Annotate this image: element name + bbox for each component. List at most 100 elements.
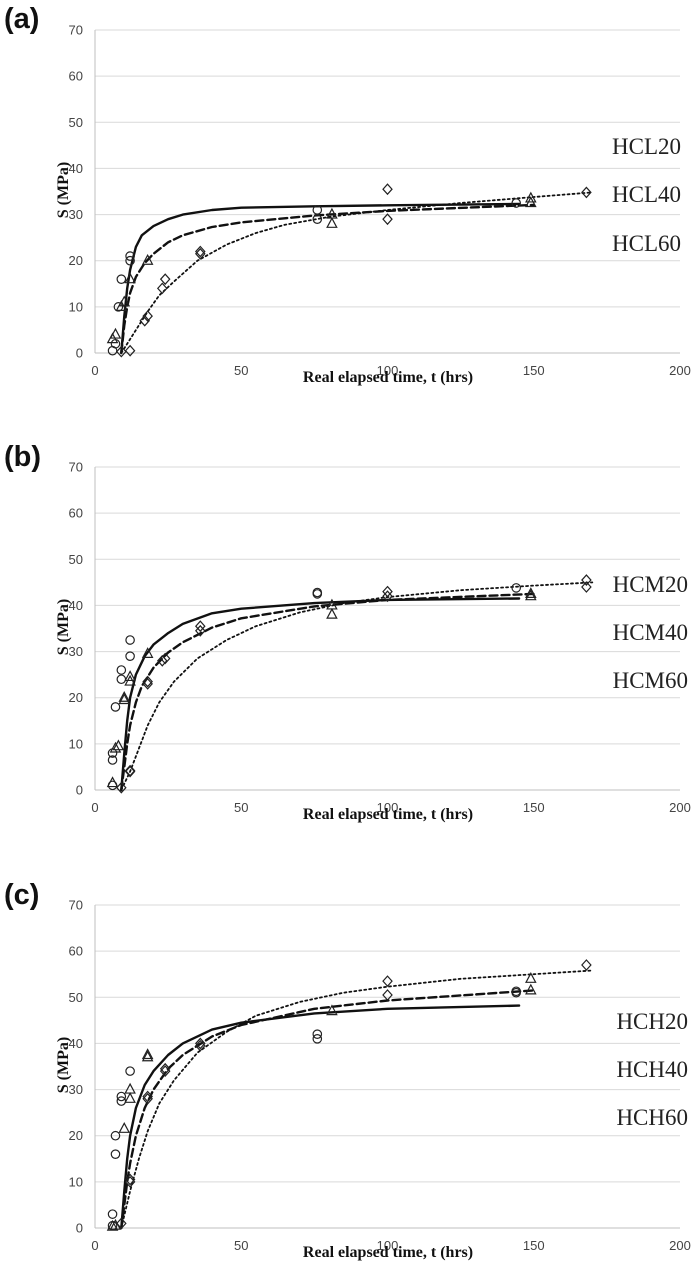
data-point-circle [110, 702, 121, 712]
legend-label-2: HCM40 [613, 620, 688, 645]
x-tick-label: 200 [669, 1238, 691, 1253]
data-point-triangle [525, 587, 537, 598]
y-tick-label: 70 [69, 898, 83, 913]
data-point-triangle [106, 776, 119, 788]
y-tick-label: 50 [69, 552, 83, 567]
data-point-diamond [156, 654, 168, 667]
y-tick-label: 40 [69, 1036, 83, 1051]
data-point-circle [312, 1034, 323, 1044]
data-point-triangle [124, 670, 136, 682]
data-point-diamond [194, 247, 206, 260]
legend-label-1: HCH20 [616, 1009, 688, 1034]
fit-curve-dashed [120, 989, 535, 1230]
data-point-circle [511, 198, 521, 208]
data-point-circle [125, 635, 135, 645]
data-point-diamond [194, 620, 206, 633]
fit-curve-solid [120, 1004, 521, 1230]
data-points [106, 574, 592, 794]
data-point-diamond [142, 675, 153, 688]
data-point-triangle [326, 1004, 338, 1016]
data-point-triangle [112, 739, 125, 751]
x-tick-label: 150 [523, 800, 545, 815]
data-point-circle [312, 205, 323, 215]
data-point-diamond [194, 1039, 206, 1052]
data-point-circle [312, 587, 323, 598]
gridlines [95, 466, 680, 745]
y-tick-label: 0 [76, 346, 83, 361]
data-point-diamond [124, 1175, 136, 1188]
y-tick-label: 20 [69, 253, 83, 268]
y-tick-label: 60 [69, 506, 83, 521]
fit-curve-solid [120, 202, 521, 355]
y-tick-label: 0 [76, 783, 83, 798]
data-point-triangle [124, 1082, 136, 1094]
data-point-diamond [382, 989, 393, 1001]
legend-label-1: HCM20 [613, 572, 688, 597]
data-point-diamond [581, 186, 592, 199]
fit-curve-dotted [120, 969, 594, 1229]
data-point-diamond [159, 652, 171, 665]
data-point-triangle [326, 607, 338, 619]
data-point-triangle [525, 191, 537, 203]
data-point-diamond [159, 1065, 171, 1078]
data-point-diamond [124, 765, 136, 778]
gridlines [95, 904, 680, 1183]
data-point-triangle [326, 207, 338, 219]
y-tick-label: 70 [69, 23, 83, 38]
data-point-triangle [118, 693, 131, 705]
axes [94, 905, 680, 1229]
y-tick-labels: 0 10 20 30 40 50 60 70 [69, 460, 83, 798]
y-tick-labels: 0 10 20 30 40 50 60 70 [69, 23, 83, 361]
data-point-diamond [142, 1090, 153, 1103]
data-point-circle [116, 665, 127, 675]
y-tick-labels: 0 10 20 30 40 50 60 70 [69, 898, 83, 1236]
legend-label-2: HCL40 [612, 182, 681, 207]
y-tick-label: 70 [69, 460, 83, 475]
data-point-diamond [194, 245, 206, 258]
data-point-circle [110, 1130, 121, 1141]
y-tick-label: 30 [69, 644, 83, 659]
x-tick-label: 150 [523, 1238, 545, 1253]
data-point-diamond [124, 344, 136, 357]
x-tick-label: 0 [91, 800, 98, 815]
data-point-diamond [124, 1173, 136, 1186]
y-tick-label: 50 [69, 115, 83, 130]
data-point-triangle [525, 589, 537, 601]
y-tick-label: 0 [76, 1221, 83, 1236]
data-point-diamond [156, 282, 168, 295]
x-tick-label: 200 [669, 800, 691, 815]
chart-panel-b: (b) 0 10 20 30 40 50 60 70 0 50 100 150 200 Real el… [4, 441, 691, 823]
data-point-diamond [139, 314, 151, 327]
y-tick-label: 10 [69, 1174, 83, 1189]
data-point-triangle [118, 1122, 131, 1133]
x-tick-label: 0 [91, 363, 98, 378]
data-point-triangle [118, 295, 131, 307]
data-point-circle [125, 651, 135, 661]
data-point-triangle [124, 1092, 136, 1103]
data-point-diamond [159, 1062, 171, 1075]
chart-panel-c: (c) 0 10 20 30 40 50 60 70 0 50 100 150 200 Real el… [4, 879, 691, 1261]
data-point-diamond [142, 1092, 153, 1105]
legend-label-1: HCL20 [612, 134, 681, 159]
y-tick-label: 60 [69, 69, 83, 84]
data-point-circle [116, 1091, 127, 1102]
data-point-triangle [326, 598, 338, 610]
data-point-diamond [382, 183, 393, 196]
data-point-diamond [116, 345, 127, 358]
data-point-circle [116, 274, 127, 284]
x-tick-label: 50 [234, 800, 248, 815]
data-point-diamond [382, 213, 393, 226]
data-point-circle [312, 1029, 323, 1039]
y-tick-label: 10 [69, 299, 83, 314]
legend-label-3: HCM60 [613, 668, 688, 693]
data-point-circle [113, 302, 124, 312]
axes [94, 30, 680, 354]
data-point-diamond [124, 764, 136, 777]
data-point-diamond [159, 273, 171, 286]
data-point-diamond [194, 1037, 206, 1050]
y-tick-label: 40 [69, 161, 83, 176]
x-tick-label: 200 [669, 363, 691, 378]
fit-curves [120, 969, 594, 1230]
x-axis-label: Real elapsed time, t (hrs) [303, 369, 473, 386]
fit-curves [120, 581, 594, 792]
